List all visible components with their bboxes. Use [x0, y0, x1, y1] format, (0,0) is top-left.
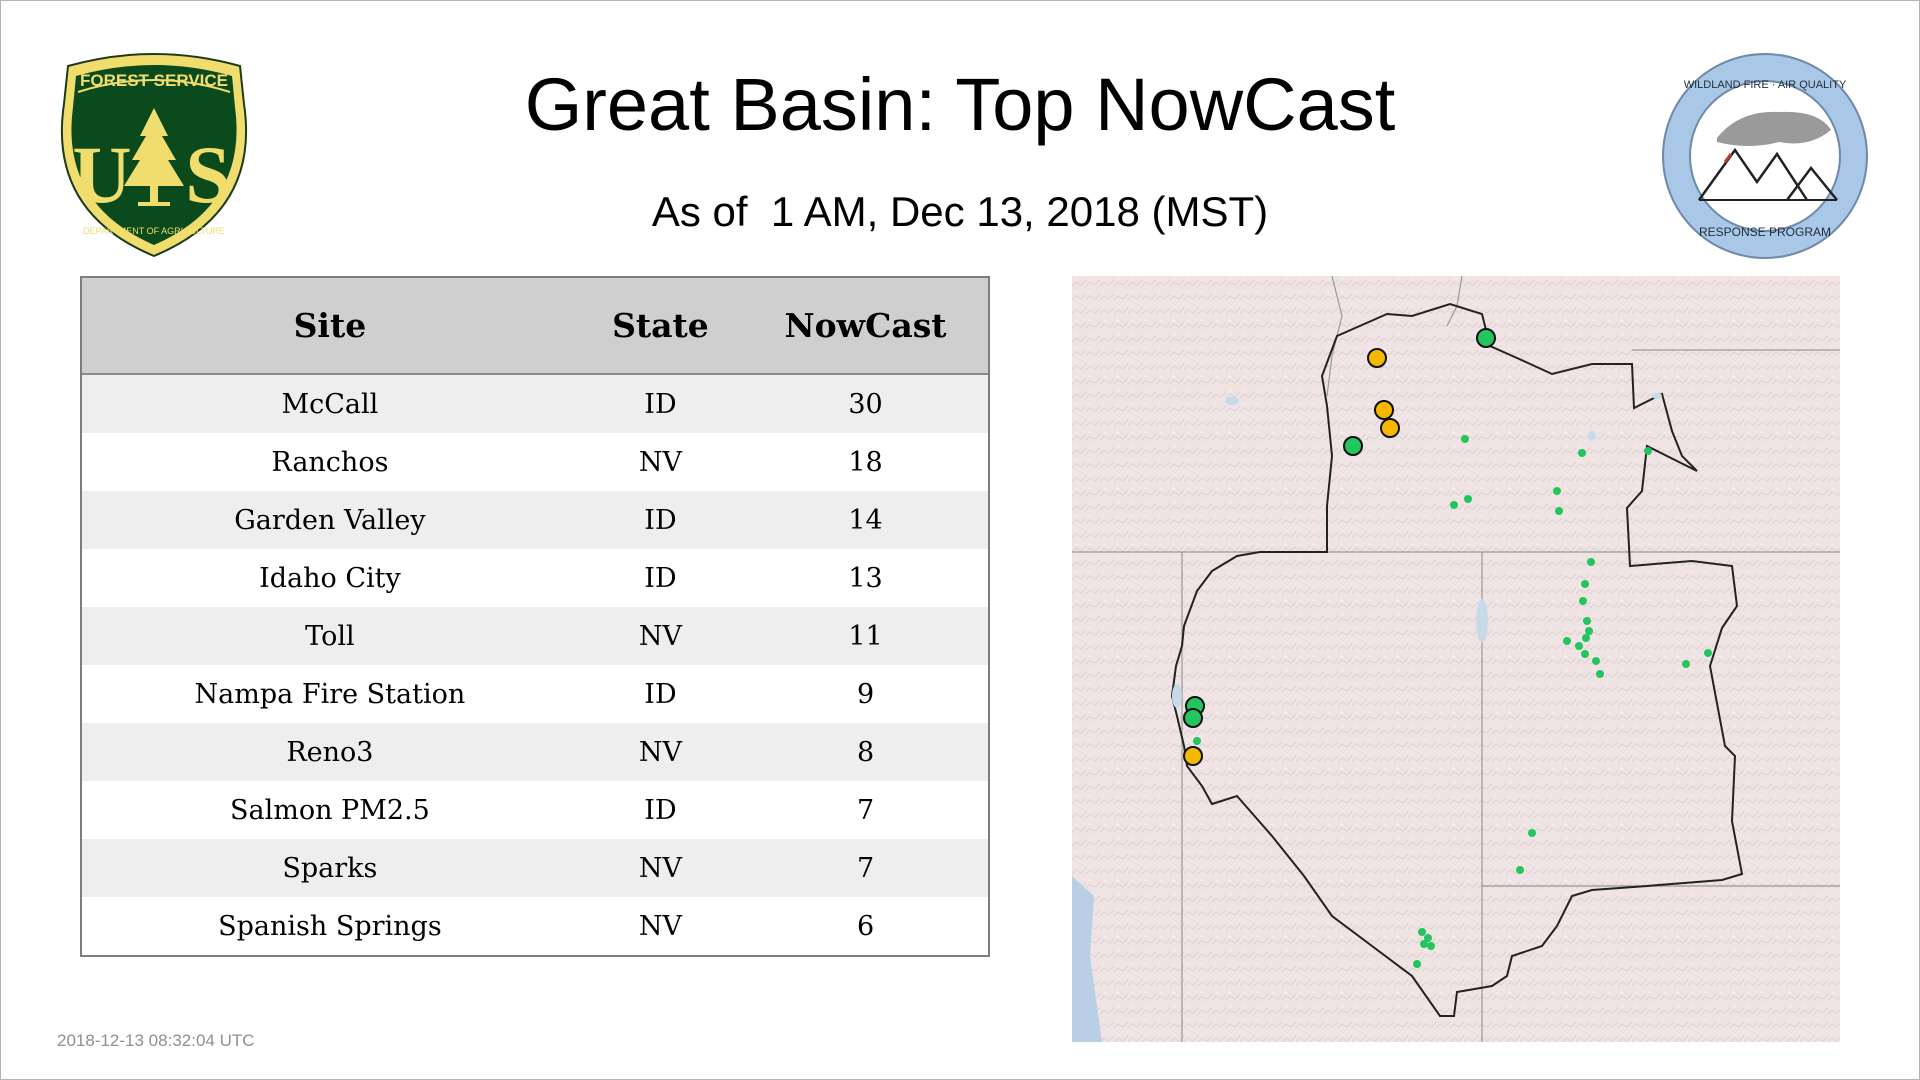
column-header-site: Site [293, 306, 367, 345]
nowcast-cell: 13 [848, 562, 883, 594]
site-cell: Ranchos [271, 446, 389, 478]
nowcast-table: Site State NowCast McCall ID 30 Ranchos … [80, 276, 990, 957]
table-row: Salmon PM2.5 ID 7 [82, 781, 988, 839]
state-cell: NV [638, 852, 682, 884]
state-cell: ID [644, 562, 677, 594]
table-row: Ranchos NV 18 [82, 433, 988, 491]
lakes [1172, 393, 1662, 708]
svg-text:U: U [72, 129, 131, 220]
nowcast-cell: 18 [848, 446, 883, 478]
site-cell: Sparks [282, 852, 378, 884]
nowcast-cell: 9 [856, 678, 875, 710]
nowcast-cell: 11 [848, 620, 883, 652]
state-cell: ID [644, 504, 677, 536]
state-cell: NV [638, 446, 682, 478]
site-cell: Idaho City [259, 562, 401, 594]
table-header: Site State NowCast [82, 278, 988, 375]
nowcast-cell: 30 [848, 388, 883, 420]
forest-service-logo: FOREST SERVICE U S DEPARTMENT OF AGRICUL… [60, 53, 248, 258]
nowcast-cell: 7 [856, 794, 875, 826]
nowcast-cell: 7 [856, 852, 875, 884]
site-cell: Toll [305, 620, 355, 652]
svg-text:S: S [185, 129, 231, 220]
monitor-markers [1183, 328, 1712, 968]
page-title: Great Basin: Top NowCast [524, 63, 1396, 146]
table-row: Nampa Fire Station ID 9 [82, 665, 988, 723]
table-row: Idaho City ID 13 [82, 549, 988, 607]
table-row: Reno3 NV 8 [82, 723, 988, 781]
table-row: Sparks NV 7 [82, 839, 988, 897]
wildland-fire-air-quality-logo: WILDLAND FIRE · AIR QUALITY RESPONSE PRO… [1662, 53, 1868, 259]
svg-text:FOREST SERVICE: FOREST SERVICE [80, 71, 228, 90]
svg-text:RESPONSE PROGRAM: RESPONSE PROGRAM [1699, 225, 1831, 239]
generated-timestamp: 2018-12-13 08:32:04 UTC [57, 1031, 255, 1050]
table-row: Spanish Springs NV 6 [82, 897, 988, 955]
great-basin-boundary [1170, 302, 1744, 1017]
table-row: Garden Valley ID 14 [82, 491, 988, 549]
site-cell: Reno3 [286, 736, 374, 768]
nowcast-cell: 8 [856, 736, 875, 768]
state-cell: NV [638, 736, 682, 768]
site-cell: Garden Valley [234, 504, 426, 536]
table-row: McCall ID 30 [82, 375, 988, 433]
state-cell: NV [638, 910, 682, 942]
svg-text:DEPARTMENT OF AGRICULTURE: DEPARTMENT OF AGRICULTURE [83, 226, 225, 236]
site-cell: Salmon PM2.5 [230, 794, 430, 826]
terrain-background [1072, 276, 1840, 1042]
nowcast-cell: 6 [856, 910, 875, 942]
page-subtitle: As of 1 AM, Dec 13, 2018 (MST) [651, 188, 1269, 235]
ocean [1072, 876, 1102, 1042]
site-cell: Spanish Springs [218, 910, 442, 942]
column-header-state: State [612, 306, 709, 345]
nowcast-cell: 14 [848, 504, 883, 536]
column-header-nowcast: NowCast [784, 306, 947, 345]
site-cell: Nampa Fire Station [194, 678, 466, 710]
state-cell: ID [644, 678, 677, 710]
state-cell: ID [644, 388, 677, 420]
state-cell: ID [644, 794, 677, 826]
great-basin-map [1072, 276, 1840, 1042]
table-row: Toll NV 11 [82, 607, 988, 665]
svg-text:WILDLAND FIRE · AIR QUALITY: WILDLAND FIRE · AIR QUALITY [1684, 79, 1847, 91]
state-cell: NV [638, 620, 682, 652]
site-cell: McCall [281, 388, 379, 420]
